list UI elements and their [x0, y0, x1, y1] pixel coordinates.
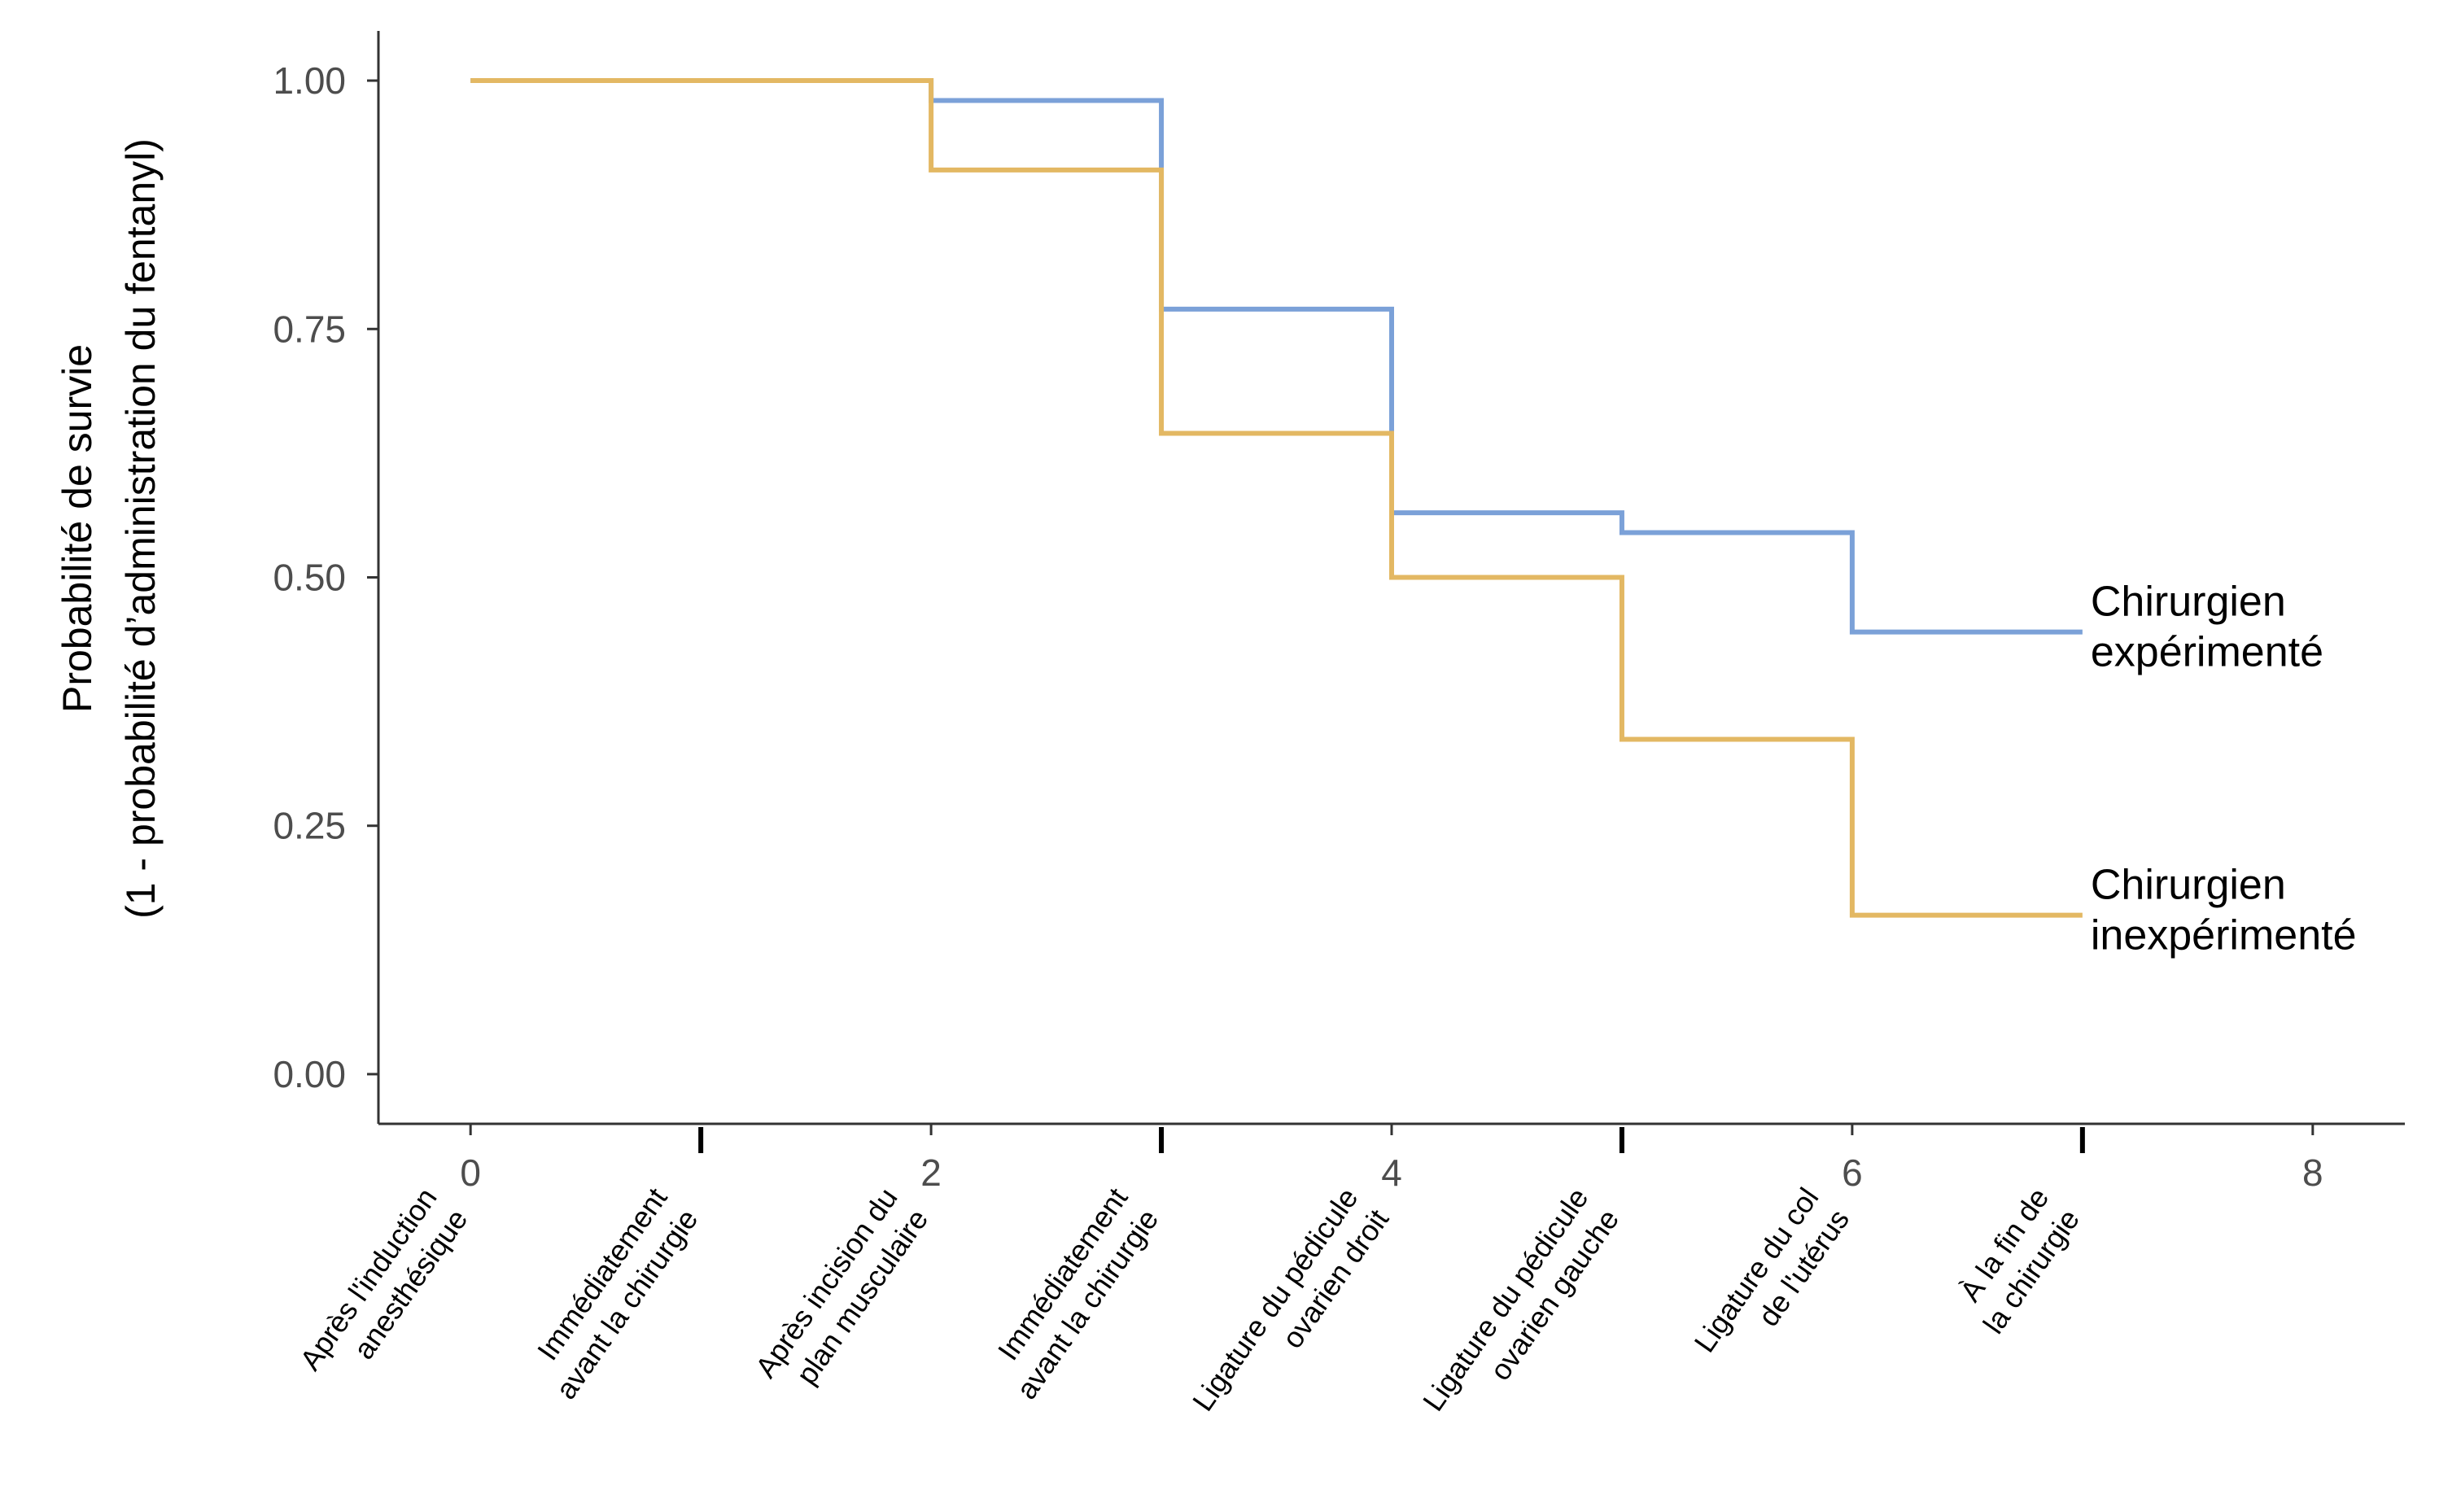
- y-axis-label-line: Probabilité de survie: [55, 344, 100, 713]
- series-label-0: Chirurgien expérimenté: [2091, 579, 2323, 676]
- y-tick-label: 0.50: [273, 557, 346, 599]
- x-tick-label: 0: [460, 1151, 481, 1194]
- y-axis-label-line: (1 - probabilité d’administration du fen…: [118, 138, 164, 919]
- y-tick-label: 1.00: [273, 59, 346, 102]
- y-tick-label: 0.00: [273, 1053, 346, 1095]
- series-lines: [470, 78, 2083, 918]
- series-line-0: [470, 78, 2083, 635]
- stage-label: Ligature du pédiculeovarien gauche: [1416, 1182, 1625, 1439]
- x-tick-label: 6: [1842, 1151, 1863, 1194]
- stage-label: Ligature du colde l'utérus: [1687, 1182, 1856, 1379]
- series-label-line: inexpérimenté: [2091, 912, 2357, 959]
- series-label-1: Chirurgien inexpérimenté: [2091, 862, 2357, 959]
- series-line-1: [470, 78, 2083, 918]
- stage-label: Après l'inductionanesthésique: [293, 1182, 474, 1397]
- stage-ticks: [698, 1127, 2085, 1153]
- stage-label: Immédiatementavant la chirurgie: [979, 1182, 1165, 1405]
- stage-label: Après incision duplan musculaire: [749, 1182, 935, 1405]
- x-tick-label: 2: [920, 1151, 942, 1194]
- x-axis-ticks: 0 2 4 6 8: [460, 1124, 2323, 1194]
- series-label-line: Chirurgien: [2091, 862, 2286, 909]
- y-tick-label: 0.75: [273, 308, 346, 350]
- x-tick-label: 4: [1381, 1151, 1402, 1194]
- series-label-line: Chirurgien: [2091, 579, 2286, 626]
- stage-label: Immédiatementavant la chirurgie: [518, 1182, 705, 1405]
- y-tick-label: 0.25: [273, 805, 346, 847]
- y-axis-ticks: 0.00 0.25 0.50 0.75 1.00: [273, 59, 378, 1095]
- stage-label: À la fin dela chirurgie: [1946, 1182, 2086, 1339]
- stage-label: Ligature du pédiculeovarien droit: [1186, 1182, 1395, 1439]
- series-label-line: expérimenté: [2091, 629, 2323, 676]
- y-axis-label-text: Probabilité de survie (1 - probabilité d’…: [55, 138, 164, 919]
- x-tick-label: 8: [2302, 1151, 2323, 1194]
- y-axis-label: Probabilité de survie (1 - probabilité d’…: [55, 138, 164, 919]
- stage-labels: Après l'inductionanesthésique Immédiateme…: [293, 1182, 2086, 1439]
